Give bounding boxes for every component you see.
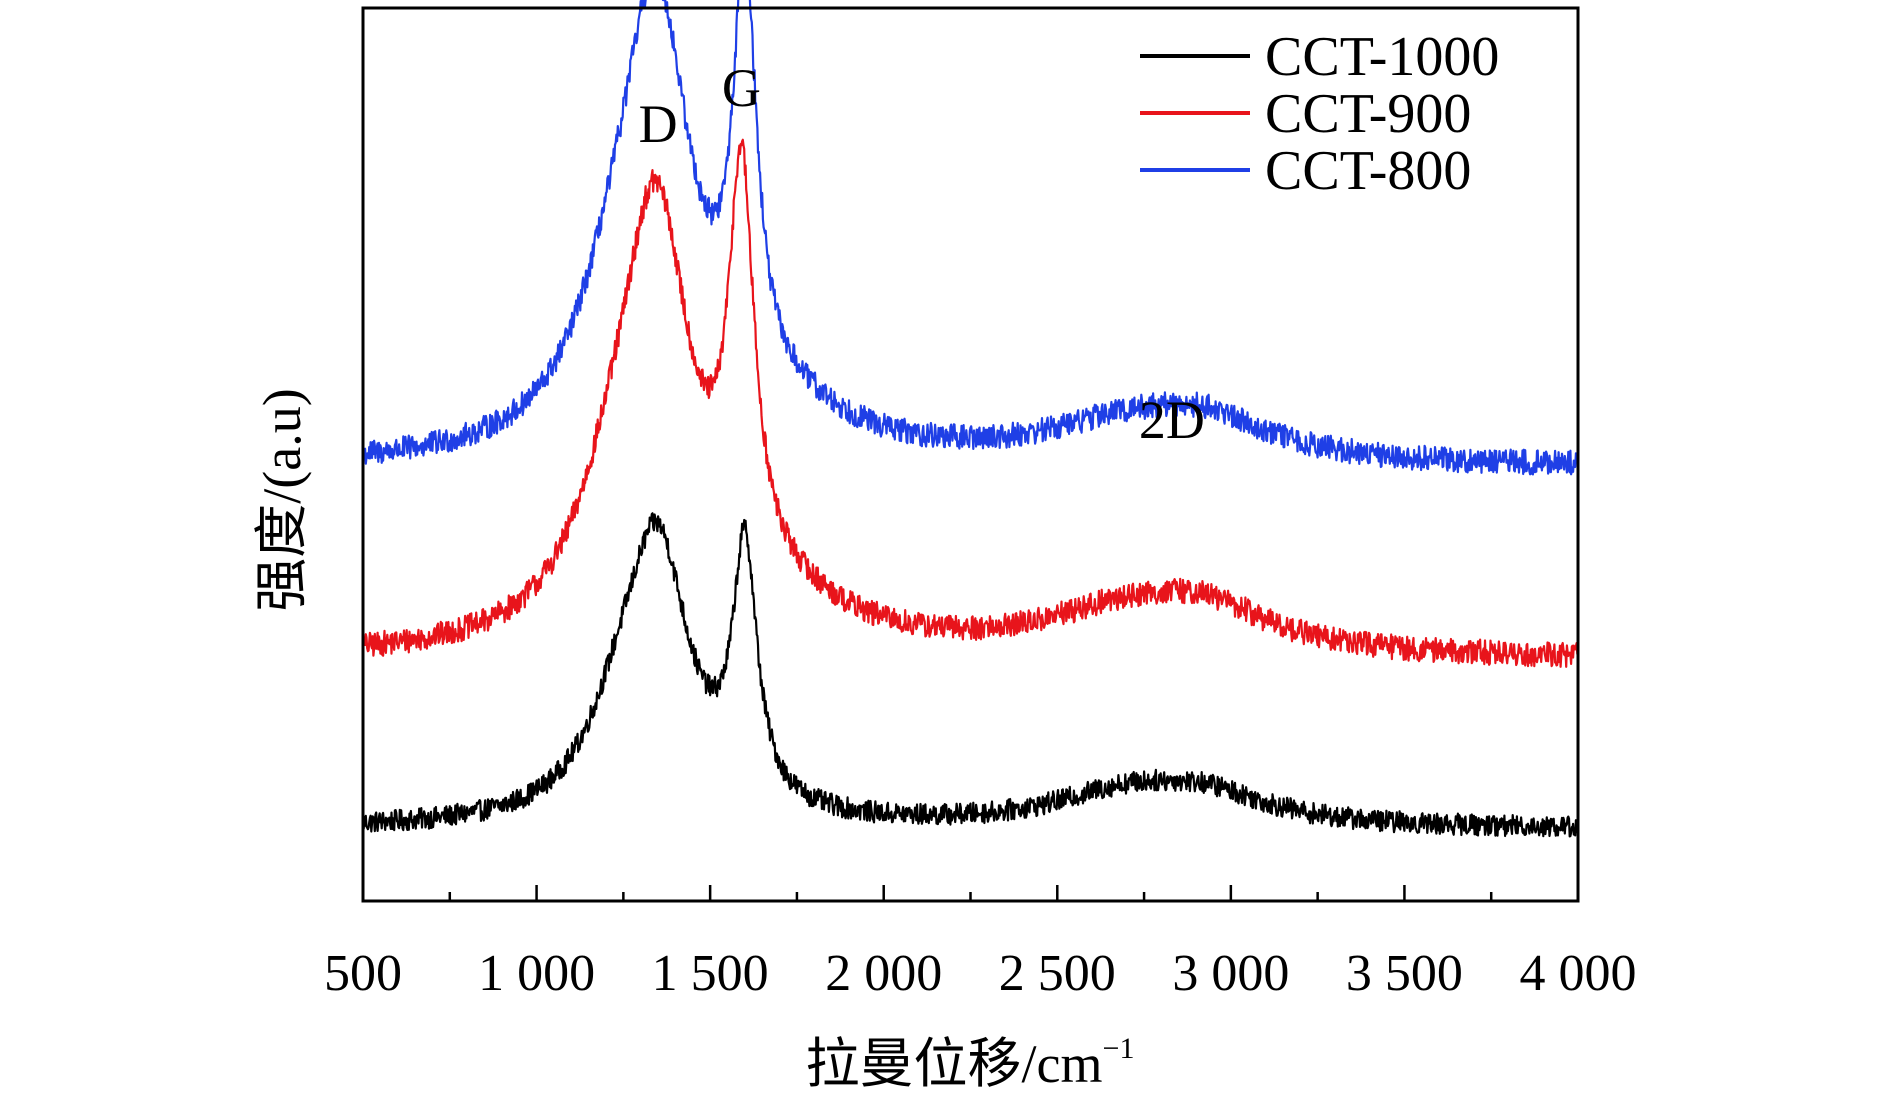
series-line-cct-900 [361, 138, 1580, 668]
series-line-cct-1000 [361, 512, 1580, 838]
x-tick-label-500: 500 [324, 945, 402, 1002]
x-axis-title: 拉曼位移/cm−1 [806, 1032, 1135, 1094]
peak-label-g: G [722, 58, 761, 118]
series-line-cct-800 [362, 0, 1580, 476]
series-layer [361, 0, 1580, 838]
peak-label-2d: 2D [1139, 390, 1205, 450]
legend-label-cct-900: CCT-900 [1265, 83, 1471, 145]
x-axis-tick-labels: 500 1 000 1 500 2 000 2 500 3 000 3 500 4 000 [324, 945, 1637, 1002]
x-tick-label-1500: 1 500 [652, 945, 769, 1002]
peak-labels: DG 2D [639, 58, 1205, 450]
peak-label-d: D [639, 94, 678, 154]
x-tick-label-4000: 4 000 [1520, 945, 1637, 1002]
legend-label-cct-1000: CCT-1000 [1265, 26, 1499, 88]
x-tick-label-1000: 1 000 [478, 945, 595, 1002]
legend-label-cct-800: CCT-800 [1265, 140, 1471, 202]
x-tick-label-2000: 2 000 [825, 945, 942, 1002]
x-tick-label-3000: 3 000 [1172, 945, 1289, 1002]
x-axis-ticks [361, 885, 1580, 901]
x-tick-label-3500: 3 500 [1346, 945, 1463, 1002]
x-tick-label-2500: 2 500 [999, 945, 1116, 1002]
y-axis-title: 强度/(a.u) [252, 388, 312, 611]
